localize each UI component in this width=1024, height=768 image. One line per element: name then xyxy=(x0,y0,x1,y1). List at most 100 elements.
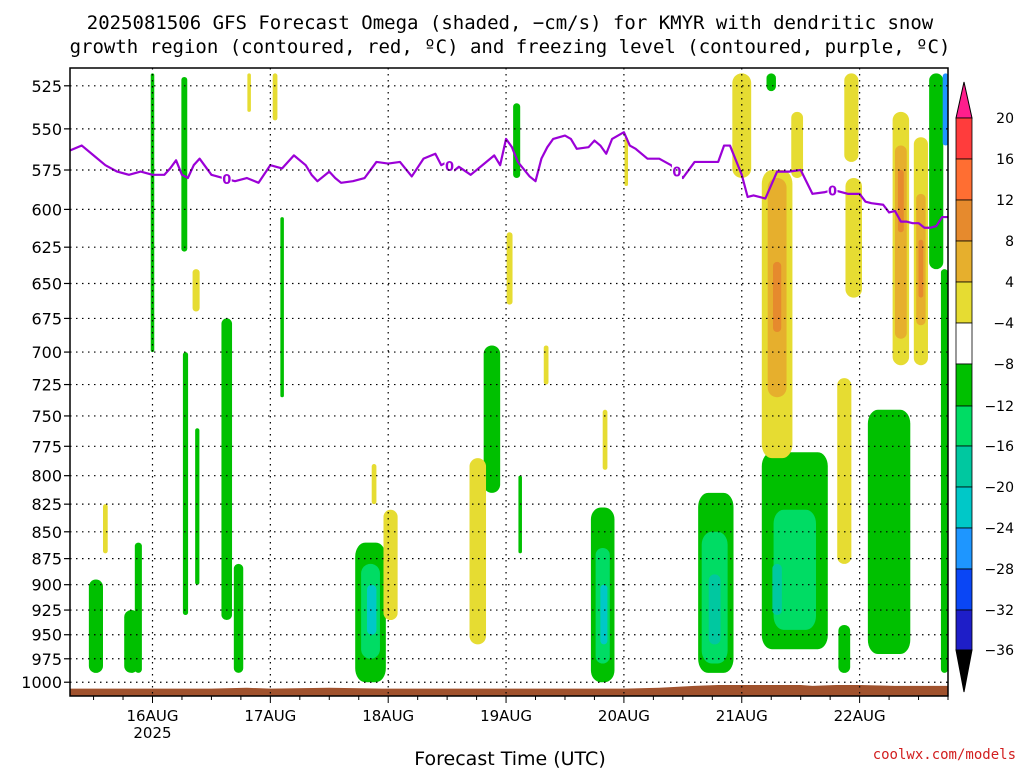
y-tick-label: 850 xyxy=(31,523,62,542)
colorbar-segment xyxy=(955,117,973,160)
colorbar-label: 16 xyxy=(996,152,1014,168)
x-tick-label: 17AUG xyxy=(244,707,296,725)
colorbar-label: 12 xyxy=(996,193,1014,209)
colorbar-label: −36 xyxy=(984,643,1014,659)
colorbar-segment xyxy=(955,322,973,365)
upward-motion-region xyxy=(221,318,233,621)
freezing-level-label: 0 xyxy=(222,173,231,188)
x-tick-label: 21AUG xyxy=(716,707,768,725)
downward-motion-region xyxy=(791,111,804,179)
downward-motion-region xyxy=(837,378,852,564)
colorbar-segment xyxy=(955,527,973,570)
title-line-1: 2025081506 GFS Forecast Omega (shaded, −… xyxy=(87,12,934,34)
x-tick-label: 19AUG xyxy=(480,707,532,725)
freezing-label-bg xyxy=(221,170,232,187)
upward-motion-region xyxy=(708,574,721,645)
upward-motion-region xyxy=(766,73,776,92)
colorbar-label: −16 xyxy=(984,439,1014,455)
downward-motion-region xyxy=(624,137,629,186)
upward-motion-region xyxy=(867,409,911,655)
downward-motion-region xyxy=(543,345,549,385)
y-tick-label: 775 xyxy=(31,437,62,456)
title-line-2: growth region (contoured, red, ºC) and f… xyxy=(70,36,951,58)
upward-motion-region xyxy=(181,76,188,252)
downward-motion-region xyxy=(845,178,862,298)
x-year-label: 2025 xyxy=(133,724,171,742)
colorbar-label: −12 xyxy=(984,399,1014,415)
ground-surface xyxy=(70,684,948,696)
y-tick-label: 575 xyxy=(31,161,62,180)
x-axis: 16AUG 17AUG 18AUG 19AUG 20AUG 21AUG 22AUG 2025 xyxy=(93,696,949,742)
upward-motion-region xyxy=(134,542,142,673)
upward-motion-region xyxy=(600,584,608,645)
colorbar-segment xyxy=(955,486,973,529)
downward-motion-region xyxy=(383,509,398,621)
chart-title: 2025081506 GFS Forecast Omega (shaded, −… xyxy=(70,12,951,58)
y-tick-label: 600 xyxy=(31,200,62,219)
x-tick-label: 22AUG xyxy=(834,707,886,725)
downward-motion-region xyxy=(371,464,377,505)
downward-motion-region xyxy=(192,269,200,312)
colorbar-label: 4 xyxy=(1005,275,1014,291)
colorbar-segment xyxy=(955,405,973,447)
y-tick-label: 750 xyxy=(31,407,62,426)
y-tick-label: 700 xyxy=(31,343,62,362)
colorbar-label: −8 xyxy=(993,357,1014,373)
x-tick-label: 20AUG xyxy=(598,707,650,725)
upward-motion-region xyxy=(233,563,244,673)
downward-motion-region xyxy=(897,170,904,233)
y-tick-label: 900 xyxy=(31,576,62,595)
upward-motion-region xyxy=(513,103,521,179)
y-tick-label: 525 xyxy=(31,77,62,96)
y-tick-label: 550 xyxy=(31,120,62,139)
upward-motion-region xyxy=(929,73,944,270)
downward-motion-region xyxy=(272,73,278,121)
upward-motion-region xyxy=(182,352,189,616)
omega-shading: 0 0 0 0 xyxy=(70,73,948,696)
y-tick-label: 725 xyxy=(31,376,62,395)
colorbar-bottom-triangle xyxy=(955,649,973,693)
colorbar-segment xyxy=(955,363,973,407)
upward-motion-region xyxy=(195,428,200,585)
colorbar-segment xyxy=(955,199,973,242)
downward-motion-region xyxy=(469,458,487,645)
credit-text: coolwx.com/models xyxy=(873,747,1016,763)
freezing-label-bg xyxy=(827,182,838,199)
y-tick-label: 975 xyxy=(31,650,62,669)
y-tick-label: 875 xyxy=(31,550,62,569)
upward-motion-region xyxy=(772,563,782,616)
upward-motion-region xyxy=(280,217,284,398)
downward-motion-region xyxy=(732,73,752,179)
downward-motion-region xyxy=(844,73,859,162)
colorbar: 20 16 12 8 4 −4 −8 −12 −16 −20 −24 −28 −32 −36 xyxy=(955,81,1014,693)
colorbar-label: 20 xyxy=(996,111,1014,127)
y-tick-label: 800 xyxy=(31,467,62,486)
downward-motion-region xyxy=(772,261,782,333)
colorbar-label: −32 xyxy=(984,603,1014,619)
colorbar-label: −28 xyxy=(984,562,1014,578)
x-tick-label: 16AUG xyxy=(127,707,179,725)
colorbar-label: −24 xyxy=(984,521,1014,537)
colorbar-top-triangle xyxy=(955,81,973,119)
y-tick-label: 625 xyxy=(31,238,62,257)
colorbar-label: −4 xyxy=(993,316,1014,332)
downward-motion-region xyxy=(918,239,924,298)
downward-motion-region xyxy=(102,504,108,554)
y-tick-label: 825 xyxy=(31,495,62,514)
freezing-level-line xyxy=(70,131,948,229)
freezing-level-label: 0 xyxy=(828,185,837,200)
y-tick-label: 675 xyxy=(31,309,62,328)
colorbar-segment xyxy=(955,158,973,201)
upward-motion-region xyxy=(942,73,948,146)
freezing-level-label: 0 xyxy=(445,160,454,175)
y-tick-label: 950 xyxy=(31,626,62,645)
y-axis: 525 550 575 600 625 650 675 700 725 750 775 800 825 8… xyxy=(21,77,70,692)
colorbar-segment xyxy=(955,240,973,283)
upward-motion-region xyxy=(940,269,948,673)
upward-motion-region xyxy=(838,624,851,673)
upward-motion-region xyxy=(366,584,377,635)
x-axis-title: Forecast Time (UTC) xyxy=(414,748,605,768)
plot-area: 0 0 0 0 xyxy=(70,68,948,696)
colorbar-label: 8 xyxy=(1005,234,1014,250)
